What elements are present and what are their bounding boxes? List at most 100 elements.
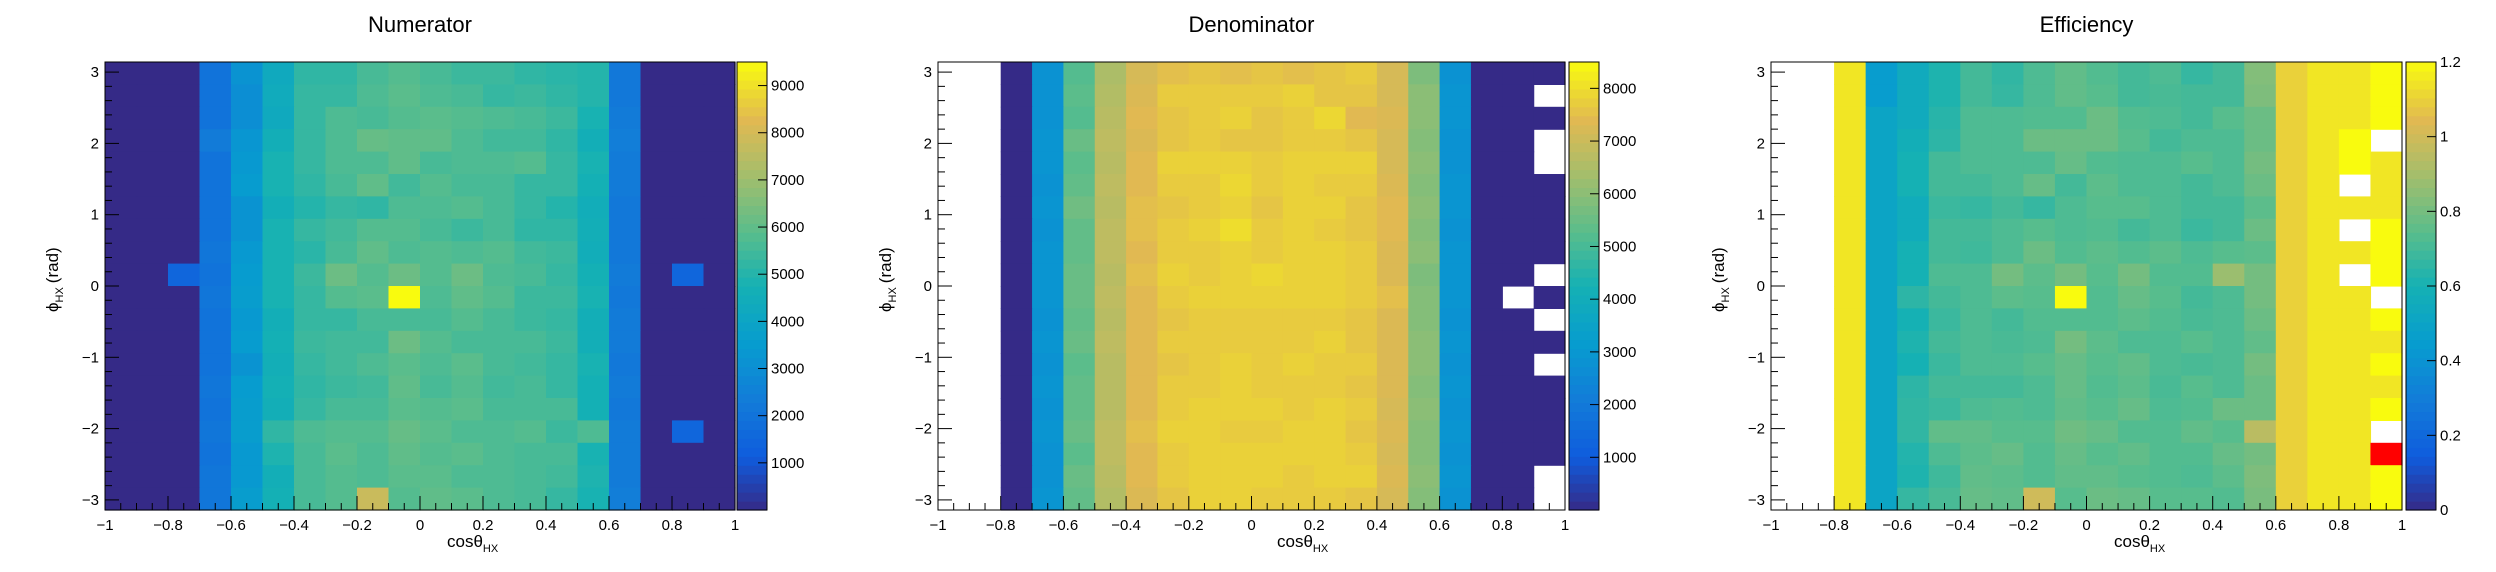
y-tick-label: −3 [915,492,932,509]
heatmap-cell [2086,375,2119,399]
colorbar-segment [737,106,767,117]
heatmap-cell [483,218,516,242]
heatmap-cell [294,241,327,265]
heatmap-cell [262,62,295,85]
x-tick-label: 0.2 [2139,517,2160,534]
heatmap-cell [703,62,736,85]
heatmap-cell [2338,442,2372,466]
heatmap-cell [703,420,736,444]
heatmap-cell [1251,375,1284,399]
heatmap-cell [420,353,453,377]
heatmap-cell [1439,263,1472,287]
heatmap-cell [1000,106,1033,130]
y-axis: −3 −2 −1 0 1 2 3 [915,64,952,509]
heatmap-cell [2244,151,2277,175]
colorbar-segment [2406,62,2436,72]
heatmap-cell [514,84,547,108]
heatmap-cell [1439,129,1472,153]
heatmap-cell [420,196,453,220]
heatmap-cell [1220,487,1253,511]
colorbar-tick-label: 3000 [771,361,804,378]
heatmap-cell [577,263,610,287]
y-tick-label: 3 [924,64,932,81]
heatmap-cell [1502,241,1535,265]
heatmap-cell [2118,241,2151,265]
colorbar-segment [2406,259,2436,269]
heatmap-cell [1032,151,1064,175]
heatmap-cell [640,84,673,108]
x-tick-label: 0 [416,517,424,534]
heatmap-cell [1834,106,1867,130]
heatmap-cell [1188,330,1221,354]
colorbar-segment [1569,160,1599,171]
colorbar-segment [2406,223,2436,233]
heatmap-cell [420,241,453,265]
heatmap-cell [1157,241,1190,265]
heatmap-cell [1094,62,1127,85]
heatmap-cell [1032,106,1064,130]
heatmap-cell [357,330,390,354]
heatmap-cell [577,308,610,332]
heatmap-cell [703,174,736,197]
heatmap-cell [1000,286,1033,309]
heatmap-cell [1502,106,1535,130]
heatmap-cell [2307,330,2340,354]
heatmap-cell [1094,465,1127,489]
heatmap-cell [294,263,327,287]
heatmap-cell [1345,174,1378,197]
x-axis-label: cosθHX [447,532,499,555]
heatmap-cell [703,308,736,332]
heatmap-cell [1928,151,1961,175]
heatmap-cell [1865,218,1898,242]
heatmap-cell [1282,106,1315,130]
colorbar-segment [1569,465,1599,475]
heatmap-cell [1094,196,1127,220]
heatmap-cell [357,84,390,108]
heatmap-cell [640,151,673,175]
heatmap-cell [1865,286,1898,309]
heatmap-cell [703,330,736,354]
heatmap-cell [388,174,421,197]
heatmap-cell [1000,442,1033,466]
heatmap-cell [2118,487,2151,511]
heatmap-cell [451,353,484,377]
heatmap-cell [2370,375,2403,399]
heatmap-cell [2149,129,2182,153]
heatmap-cell [672,151,705,175]
heatmap-cell [388,196,421,220]
colorbar-segment [1569,312,1599,323]
x-tick-label: 0.2 [1304,517,1325,534]
heatmap-cell [1897,196,1930,220]
heatmap-cell [199,174,232,197]
heatmap-cell [1032,263,1064,287]
y-axis-label: ϕHX (rad) [1709,247,1732,312]
heatmap-cell [1157,129,1190,153]
heatmap-cell [357,196,390,220]
heatmap-cell [1282,241,1315,265]
colorbar-segment [1569,115,1599,126]
heatmap-cell [136,151,169,175]
heatmap-cell [2338,84,2372,108]
heatmap-cell [1960,106,1993,130]
heatmap-cell [1439,174,1472,197]
heatmap-cell [1533,330,1566,354]
colorbar-segment [2406,232,2436,242]
heatmap-cell [231,487,264,511]
heatmap-cell [1000,241,1033,265]
heatmap-cell [1533,375,1566,399]
heatmap-cell [1314,353,1347,377]
heatmap-cell [2023,420,2056,444]
colorbar-tick-label: 0.8 [2440,203,2461,220]
heatmap-cell [1834,241,1867,265]
heatmap-cell [2244,375,2277,399]
x-tick-label: −0.8 [986,517,1016,534]
heatmap-cell [1991,330,2024,354]
y-tick-label: 0 [91,278,99,295]
colorbar-tick-label: 3000 [1603,344,1636,361]
heatmap-cell [1126,353,1159,377]
heatmap-cell [483,465,516,489]
heatmap-cell [420,487,453,511]
colorbar-segment [2406,465,2436,475]
heatmap-cell [168,218,201,242]
heatmap-cell [2086,62,2119,85]
